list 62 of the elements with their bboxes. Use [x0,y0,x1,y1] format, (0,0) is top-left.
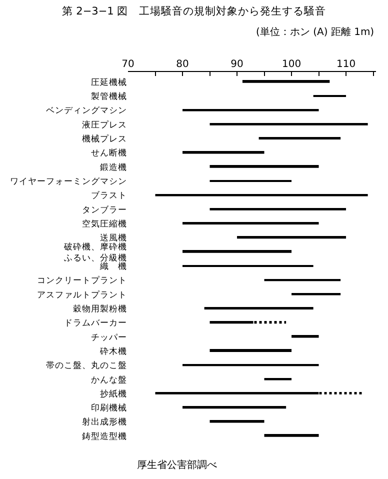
bar [237,236,346,239]
y-tick-label: ワイヤーフォーミングマシン [10,176,127,188]
bar [182,109,319,112]
text: 厚生省公害部調べ [137,459,217,471]
chart-subtitle: (単位：ホン (A) 距離 1m) [256,26,374,38]
x-tick-label: 100 [282,59,302,70]
y-tick-label: 空気圧縮機 [82,218,127,230]
bar [258,137,341,140]
bar [182,222,319,225]
bar [182,250,292,253]
bar [292,335,319,338]
y-tick-label: 鍛造機 [100,162,127,173]
y-tick-label: かんな盤 [91,374,127,386]
bar [313,95,346,98]
y-tick-label: 砕木機 [99,346,127,357]
y-tick-label: 抄紙機 [100,388,127,400]
bar [264,279,341,282]
bar [242,80,330,83]
y-tick-label: 破砕機、摩砕機ふるい、分級機 [63,241,127,264]
bar [210,349,292,352]
x-tick-label: 70 [122,59,134,70]
y-tick-label: 織 機 [99,260,127,272]
x-tick-label: 80 [176,59,189,70]
bar [182,265,314,267]
bar [182,406,286,409]
y-tick-label: 穀物用製粉機 [73,303,127,314]
bar [182,151,264,154]
bar [204,307,314,310]
y-tick-label: 送風機 [100,232,127,244]
y-tick-label: 製管機械 [91,91,127,102]
y-tick-label: 機械プレス [82,134,127,145]
bar [210,420,264,423]
chart-title: 第 2−3−1 図 工場騒音の規制対象から発生する騒音 [62,4,326,18]
bar [264,378,292,380]
y-tick-label: チッパー [91,332,127,343]
bar [210,180,292,182]
bar [264,434,319,437]
bar [292,293,341,296]
y-tick-label: 印刷機械 [91,402,127,414]
y-tick-label: ドラムバーカー [64,318,127,329]
bar [210,321,254,324]
y-tick-label: 液圧プレス [82,119,127,130]
bar [155,392,319,394]
bar [182,364,319,366]
y-tick-label: 鋳型造型機 [82,430,127,442]
x-tick-label: 110 [336,59,356,70]
bar [210,208,346,210]
y-tick-label: アスファルトプラント [37,289,127,300]
y-tick-label: コンクリートプラント [37,275,127,286]
bar [155,194,368,196]
y-tick-label: せん断機 [91,148,127,159]
y-tick-label: ブラスト [91,190,127,202]
bar [318,392,362,394]
bar [210,123,368,126]
x-tick-label: 90 [230,59,244,70]
bar [210,165,319,168]
y-tick-label: 射出成形機 [82,416,127,428]
y-tick-label: 圧延機械 [91,76,127,88]
y-tick-label: ベンディングマシン [46,105,127,116]
y-tick-label: タンブラー [82,204,127,216]
y-tick-label: 帯のこ盤、丸のこ盤 [46,360,127,372]
bar [253,321,286,324]
